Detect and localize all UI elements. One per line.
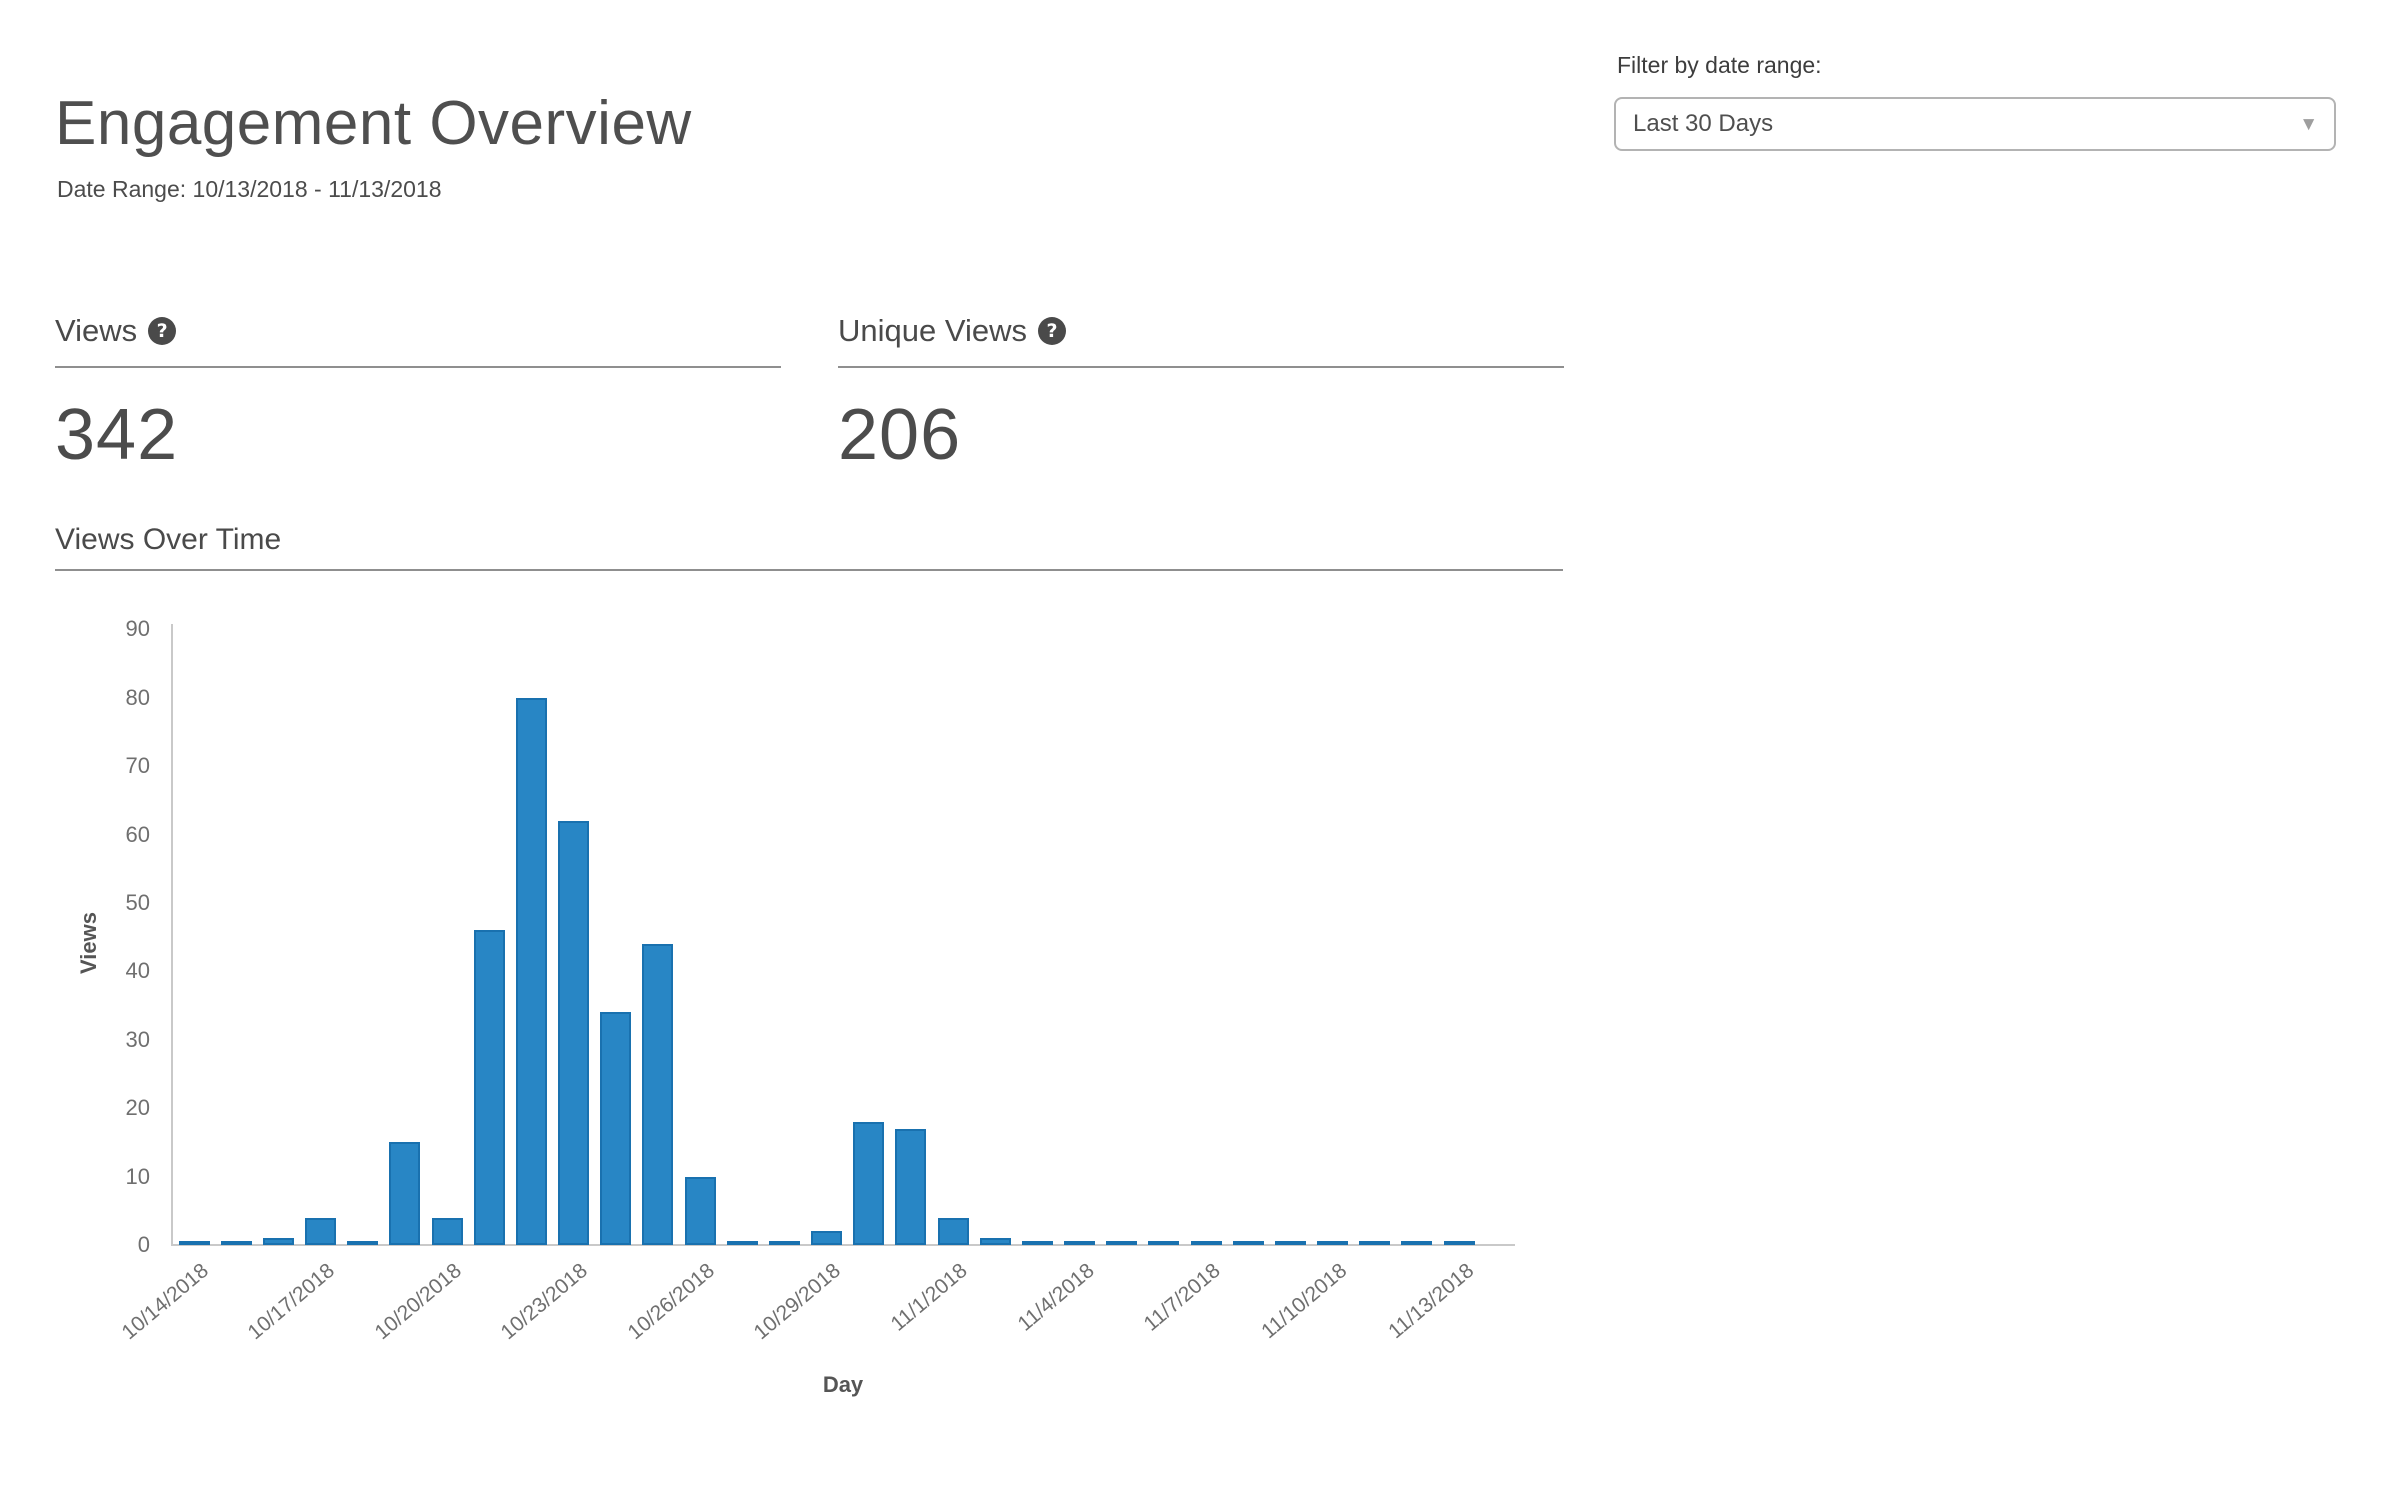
x-axis-title: Day [822,1372,864,1397]
views-metric: Views ? 342 [55,313,781,476]
bar [516,698,547,1245]
y-tick-label: 40 [125,958,150,984]
views-metric-value: 342 [55,395,179,475]
x-tick-label: 11/4/2018 [1013,1259,1099,1336]
bar [938,1218,969,1245]
page-title: Engagement Overview [55,89,692,158]
unique-views-metric-divider [838,366,1564,368]
unique-views-metric-label: Unique Views [838,313,1027,348]
views-metric-label: Views [55,313,138,348]
x-axis-line [172,1244,1515,1246]
x-tick-label: 11/7/2018 [1139,1259,1225,1336]
x-tick-label: 10/23/2018 [497,1259,593,1345]
bar [1401,1241,1432,1245]
date-range-select[interactable]: Last 30 Days ▼ [1614,97,2336,151]
chevron-down-icon: ▼ [2299,113,2318,135]
unique-views-metric: Unique Views ? 206 [838,313,1564,476]
bar [305,1218,336,1245]
y-tick-label: 80 [125,684,150,710]
bar [1064,1241,1095,1245]
bar [895,1129,926,1245]
bar [811,1231,842,1245]
bar [980,1238,1011,1245]
x-tick-label: 10/14/2018 [117,1259,213,1345]
bar [1359,1241,1390,1245]
y-tick-label: 0 [137,1232,150,1257]
y-tick-label: 50 [125,890,150,915]
y-tick-label: 70 [125,753,150,779]
bar [221,1241,252,1245]
bar [1148,1241,1179,1245]
bar [769,1241,800,1245]
x-tick-label: 10/17/2018 [243,1259,340,1345]
bar [1022,1241,1053,1245]
bar [347,1241,378,1245]
y-tick-label: 30 [125,1026,150,1052]
date-range-selected-value: Last 30 Days [1633,110,1774,137]
bar [685,1177,716,1245]
bar [642,944,673,1245]
views-over-time-divider [55,569,1563,571]
bar [474,930,505,1245]
x-tick-label: 11/1/2018 [886,1259,972,1336]
bar [1317,1241,1348,1245]
bar [727,1241,758,1245]
filter-by-date-range-label: Filter by date range: [1617,52,1822,78]
y-axis-line [171,624,173,1246]
bar [263,1238,294,1245]
help-icon[interactable]: ? [148,317,177,345]
y-tick-label: 60 [125,821,150,847]
y-tick-label: 90 [125,616,150,642]
bar [558,821,589,1245]
bar [1191,1241,1222,1245]
views-over-time-title: Views Over Time [55,523,282,556]
date-range-text: Date Range: 10/13/2018 - 11/13/2018 [57,176,442,202]
bar [179,1241,210,1245]
bar [600,1012,631,1245]
bar [389,1142,420,1245]
bar [1233,1241,1264,1245]
bar [1106,1241,1137,1245]
x-tick-label: 10/20/2018 [370,1259,466,1345]
x-tick-label: 10/29/2018 [750,1259,846,1345]
unique-views-metric-value: 206 [838,395,962,475]
bar [432,1218,463,1245]
views-metric-divider [55,366,781,368]
y-axis-title: Views [76,912,101,974]
help-icon[interactable]: ? [1037,317,1066,345]
x-tick-label: 10/26/2018 [623,1259,719,1345]
y-tick-label: 10 [125,1163,150,1189]
bar [1275,1241,1306,1245]
bar [853,1122,884,1245]
x-tick-label: 11/10/2018 [1257,1259,1352,1344]
x-tick-label: 11/13/2018 [1383,1259,1478,1344]
bar [1444,1241,1475,1245]
y-tick-label: 20 [125,1095,150,1121]
